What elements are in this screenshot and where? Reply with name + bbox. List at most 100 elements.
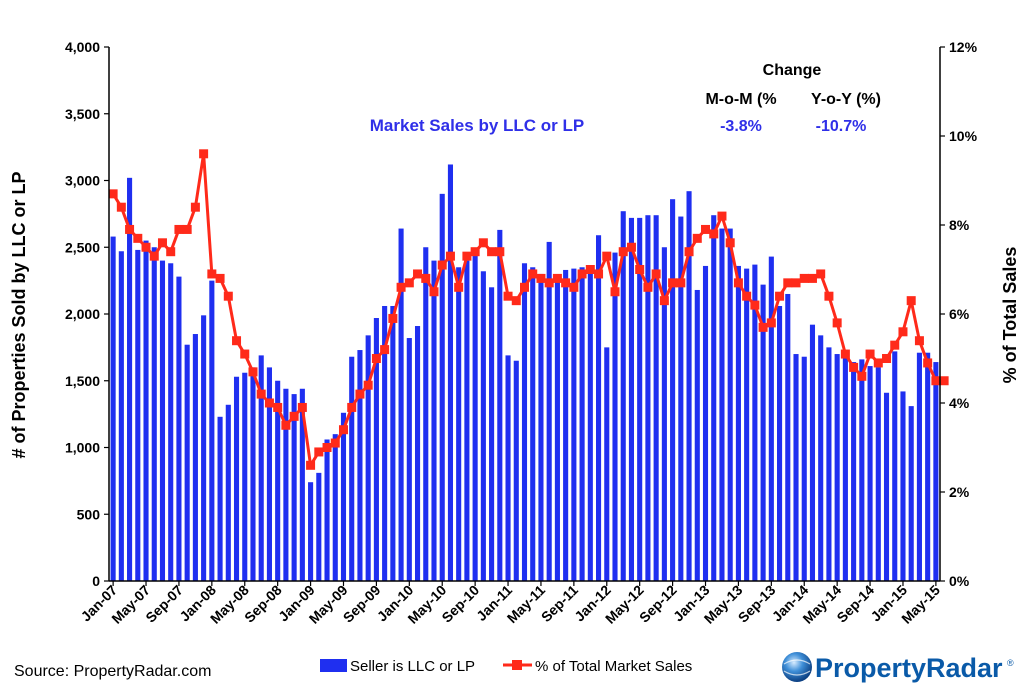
- bar: [579, 267, 585, 581]
- bar: [875, 367, 881, 581]
- bar: [678, 216, 684, 582]
- bar: [414, 326, 421, 581]
- line-point: [437, 260, 447, 270]
- legend: Seller is LLC or LP % of Total Market Sa…: [320, 658, 692, 675]
- line-point: [330, 438, 340, 448]
- line-point: [725, 238, 735, 248]
- line-point: [232, 336, 242, 346]
- bar: [571, 268, 577, 581]
- bar: [497, 229, 503, 581]
- bar: [201, 315, 207, 581]
- line-point: [404, 278, 414, 288]
- bar: [283, 388, 289, 581]
- bar: [587, 267, 593, 581]
- bar: [785, 293, 791, 581]
- line-point: [824, 291, 834, 301]
- source-text: Source: PropertyRadar.com: [14, 663, 211, 680]
- bar: [620, 211, 626, 581]
- line-point: [174, 224, 184, 234]
- bar: [834, 354, 840, 581]
- line-point: [248, 367, 258, 377]
- change-header: Change: [763, 62, 822, 79]
- line-point: [906, 296, 916, 306]
- line-point: [371, 354, 381, 363]
- bar: [916, 352, 922, 581]
- line-point: [478, 238, 488, 248]
- bar: [809, 324, 816, 581]
- line-point: [215, 273, 225, 283]
- bar: [719, 228, 725, 581]
- line-point: [445, 251, 455, 261]
- bar: [661, 247, 667, 581]
- x-ticks: Jan-07May-07Sep-07Jan-08May-08Sep-08Jan-…: [78, 581, 943, 627]
- x-tick-label: Sep-08: [241, 582, 285, 626]
- line-point: [709, 229, 719, 239]
- line-point: [651, 269, 661, 279]
- bar: [291, 394, 297, 581]
- line-point: [413, 269, 423, 279]
- bar: [357, 350, 363, 581]
- legend-bars-swatch: [320, 659, 347, 672]
- line-point: [684, 247, 694, 257]
- line-point: [865, 349, 875, 359]
- legend-line-label: % of Total Market Sales: [535, 658, 692, 675]
- line-point: [849, 362, 859, 372]
- y-tick-label: 500: [77, 506, 101, 522]
- line-point: [108, 189, 118, 199]
- line-point: [569, 282, 579, 292]
- line-point: [133, 233, 143, 243]
- bar: [505, 355, 511, 581]
- bar: [118, 251, 124, 581]
- bar: [546, 241, 552, 581]
- line-point: [857, 371, 867, 381]
- y-tick-label: 3,500: [65, 106, 100, 122]
- line-point: [635, 265, 645, 274]
- bar: [472, 253, 478, 582]
- line-point: [939, 376, 949, 386]
- left-y-ticks: 0 500 1,000 1,500 2,000 2,500 3,000 3,500 4,000: [65, 39, 109, 589]
- line-point: [429, 287, 439, 297]
- line-point: [207, 269, 217, 279]
- bar: [521, 263, 528, 581]
- bar: [595, 235, 602, 582]
- line-point: [223, 291, 233, 301]
- x-tick-label: Sep-10: [438, 582, 482, 626]
- line-point: [503, 291, 513, 301]
- bar: [242, 372, 248, 581]
- line-point: [190, 202, 200, 212]
- bar: [192, 334, 198, 581]
- line-point: [923, 358, 933, 368]
- bar: [398, 228, 404, 581]
- line-point: [643, 282, 653, 292]
- bar: [645, 215, 651, 581]
- line-point: [396, 282, 406, 292]
- bar: [439, 193, 445, 581]
- x-tick-label: Sep-09: [340, 582, 384, 626]
- yoy-value: -10.7%: [816, 118, 867, 135]
- bar: [365, 335, 371, 581]
- y2-tick-label: 8%: [949, 217, 970, 233]
- bar: [390, 305, 396, 581]
- bar: [867, 366, 873, 581]
- bar: [637, 217, 643, 581]
- x-tick-label: Sep-12: [636, 582, 680, 626]
- bar: [423, 247, 429, 581]
- line-point: [462, 251, 472, 261]
- line-point: [281, 420, 291, 430]
- bar: [275, 380, 281, 581]
- bar: [604, 347, 610, 581]
- bar: [513, 360, 519, 581]
- bar: [233, 376, 240, 581]
- bar: [612, 252, 618, 581]
- line-point: [199, 149, 209, 159]
- bar: [299, 388, 305, 581]
- bar: [456, 267, 462, 581]
- line-point: [701, 224, 711, 234]
- bar: [382, 305, 388, 581]
- line-point: [528, 269, 538, 279]
- bar: [464, 260, 470, 581]
- bar: [184, 344, 190, 581]
- bar: [752, 264, 758, 581]
- bar: [702, 265, 709, 581]
- bar: [447, 164, 454, 582]
